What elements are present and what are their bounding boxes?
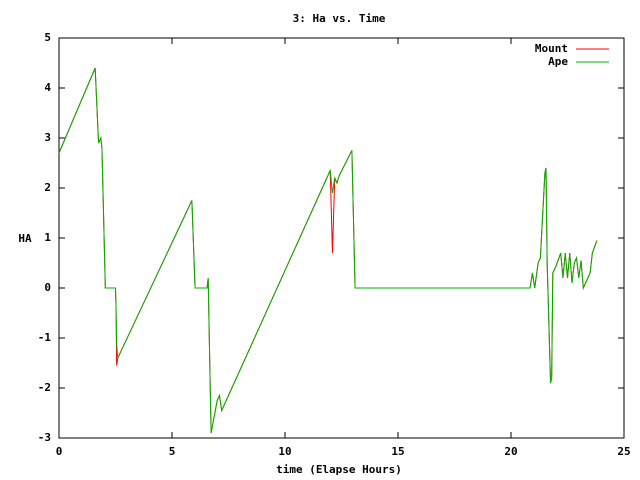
y-tick-label: 1 — [44, 231, 51, 244]
x-axis-label: time (Elapse Hours) — [276, 463, 402, 476]
plot-frame — [58, 37, 625, 439]
y-tick-label: 2 — [44, 181, 51, 194]
series-line — [58, 67, 598, 434]
y-tick-label: -2 — [38, 381, 51, 394]
x-tick-label: 20 — [504, 445, 517, 458]
x-tick-label: 0 — [56, 445, 63, 458]
legend-label: Mount — [535, 42, 568, 55]
y-tick-label: -3 — [38, 431, 51, 444]
chart-title: 3: Ha vs. Time — [293, 12, 386, 25]
y-tick-label: 0 — [44, 281, 51, 294]
legend-label: Ape — [548, 55, 568, 68]
y-tick-label: 3 — [44, 131, 51, 144]
y-tick-label: 4 — [44, 81, 51, 94]
y-tick-label: 5 — [44, 31, 51, 44]
x-tick-label: 5 — [169, 445, 176, 458]
y-tick-label: -1 — [38, 331, 52, 344]
y-axis-label: HA — [18, 232, 32, 245]
x-tick-label: 10 — [278, 445, 291, 458]
x-tick-label: 25 — [617, 445, 630, 458]
x-tick-label: 15 — [391, 445, 404, 458]
